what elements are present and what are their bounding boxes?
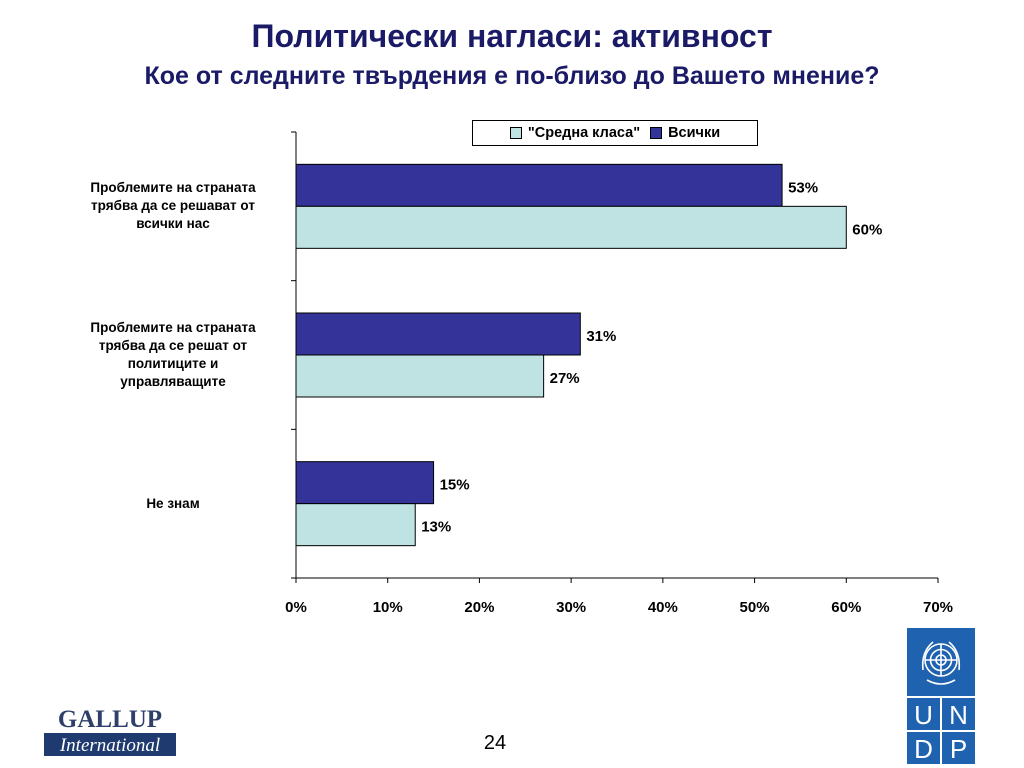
svg-text:U: U	[914, 700, 933, 730]
category-label: Проблемите на страната трябва да се решат…	[60, 319, 286, 391]
svg-text:P: P	[950, 734, 967, 764]
x-tick-label: 10%	[373, 599, 403, 616]
svg-text:GALLUP: GALLUP	[58, 706, 162, 733]
x-tick-label: 0%	[285, 599, 307, 616]
category-label-line: трябва да се решат от	[98, 338, 248, 353]
legend-swatch-all	[650, 127, 663, 139]
page-number: 24	[483, 732, 507, 754]
category-label-line: управляващите	[120, 374, 226, 389]
gallup-logo: GALLUP International	[44, 706, 176, 756]
category-label-line: трябва да се решават от	[91, 198, 255, 214]
bar-middle-class	[295, 205, 847, 249]
data-label: 60%	[852, 221, 882, 238]
page-title: Политически нагласи: активност	[251, 18, 773, 54]
x-tick-label: 70%	[923, 599, 953, 616]
page-subtitle: Кое от следните твърдения е по-близо до …	[144, 62, 880, 90]
category-label-line: политиците и	[127, 356, 219, 371]
bar-all	[295, 163, 783, 207]
data-label: 27%	[550, 370, 580, 387]
bar-all	[295, 461, 435, 505]
x-tick-label: 50%	[740, 599, 770, 616]
legend-item-middle-class: "Средна класа"	[509, 125, 641, 141]
data-label: 13%	[421, 519, 451, 536]
category-label: Не знам	[60, 495, 286, 513]
bar-middle-class	[295, 503, 416, 547]
undp-logo: U N D P	[907, 628, 975, 764]
data-label: 31%	[586, 328, 616, 345]
svg-text:International: International	[59, 735, 160, 756]
un-emblem-icon	[921, 641, 961, 685]
x-tick-label: 60%	[831, 599, 861, 616]
category-label-line: Проблемите на страната	[90, 180, 256, 196]
category-label-line: Не знам	[146, 495, 200, 511]
bar-middle-class	[295, 354, 545, 398]
data-label: 15%	[440, 477, 470, 494]
legend-swatch-middle-class	[509, 127, 522, 139]
x-tick-label: 40%	[648, 599, 678, 616]
chart-legend: "Средна класа" Всички	[472, 120, 758, 146]
svg-text:N: N	[949, 700, 968, 730]
bar-all	[295, 312, 581, 356]
x-tick-label: 20%	[464, 599, 494, 616]
category-label-line: всички нас	[136, 216, 210, 232]
svg-text:D: D	[914, 734, 933, 764]
legend-label-all: Всички	[668, 125, 721, 141]
category-label: Проблемите на страната трябва да се решав…	[60, 179, 286, 233]
data-label: 53%	[788, 179, 818, 196]
category-label-line: Проблемите на страната	[90, 320, 256, 335]
legend-item-all: Всички	[650, 125, 720, 141]
legend-label-middle-class: "Средна класа"	[527, 125, 641, 141]
x-tick-label: 30%	[556, 599, 586, 616]
